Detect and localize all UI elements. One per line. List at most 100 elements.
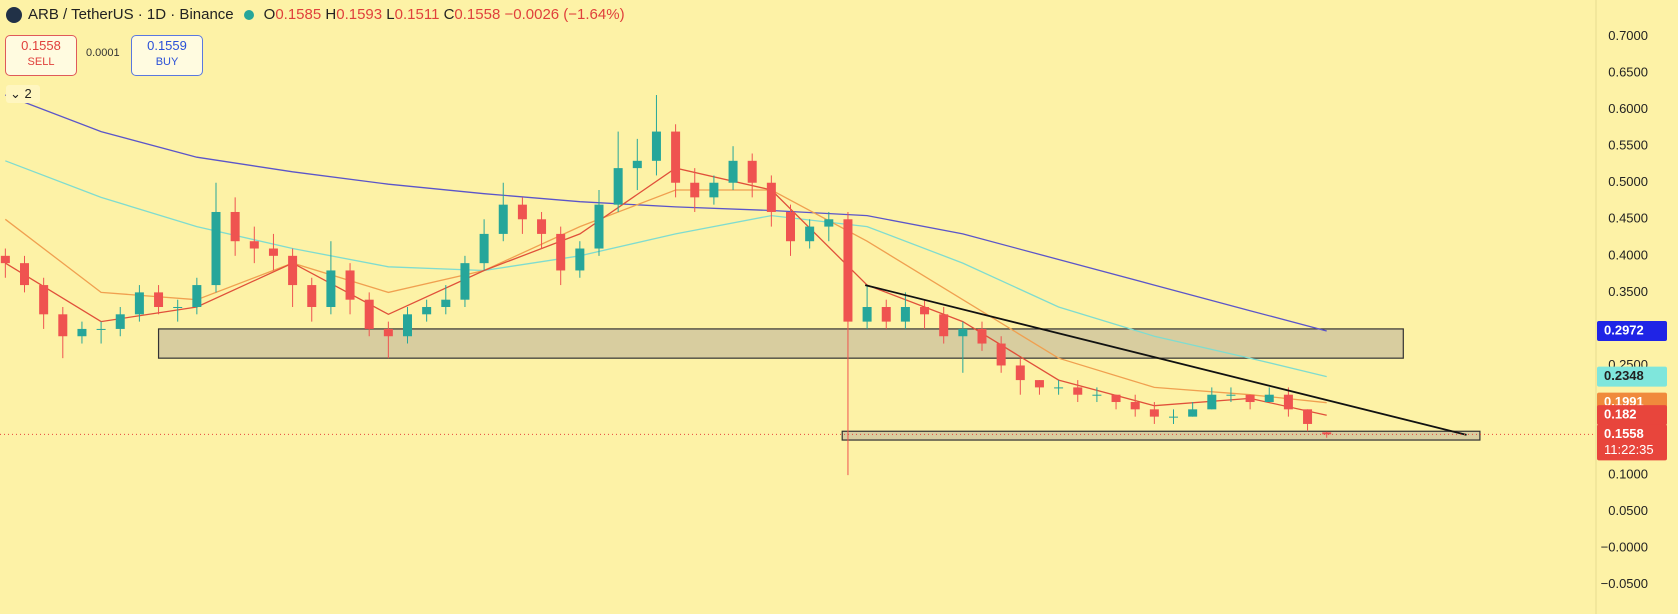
candle-body [805, 226, 815, 242]
moving-average [4, 167, 1327, 416]
candle-body [1303, 409, 1313, 424]
buy-label: BUY [155, 56, 179, 68]
candle-body [1149, 409, 1159, 417]
y-tick-label: 0.4000 [1608, 247, 1648, 262]
sell-price: 0.1558 [21, 38, 61, 53]
y-tick-label: −0.0000 [1601, 540, 1648, 555]
ohlc-value: 0.1558 [454, 6, 501, 23]
ohlc-value: 0.1585 [275, 6, 322, 23]
candle-body [403, 314, 412, 337]
candle-body [383, 328, 393, 337]
ohlc: O0.1585 H0.1593 L0.1511 C0.1558 −0.0026 … [264, 6, 625, 23]
status-dot [243, 9, 254, 20]
symbol[interactable]: ARB / TetherUS · 1D · Binance [28, 6, 234, 23]
candle-body [1169, 416, 1178, 418]
candle-body [632, 160, 642, 169]
price-tag [1597, 424, 1667, 461]
candle-body [1283, 394, 1293, 410]
candle-body [594, 204, 604, 249]
trend-line [864, 284, 1467, 436]
zone [157, 328, 1404, 359]
candle-body [556, 233, 566, 271]
moving-average [5, 160, 1327, 378]
symbol-icon [6, 6, 22, 23]
ohlc-value: 0.1511 [394, 6, 440, 23]
ohlc-label: C [443, 6, 455, 23]
candle-body [1207, 394, 1217, 410]
candle-body [517, 204, 527, 220]
y-tick-label: 0.4500 [1608, 211, 1648, 226]
y-tick-label: 0.1000 [1608, 467, 1648, 482]
candle-body [1188, 409, 1198, 417]
buy-price: 0.1559 [147, 38, 187, 53]
candle-body [671, 131, 681, 183]
candle-body [939, 314, 949, 337]
candle-body [249, 241, 259, 249]
price-tag-label: 0.2348 [1604, 368, 1644, 383]
candle-body [498, 204, 508, 234]
candle-body [613, 168, 623, 205]
candle-body [1245, 394, 1255, 403]
candle-body [364, 299, 374, 329]
candle-body [575, 248, 585, 271]
candle-body [1111, 394, 1121, 403]
candle-body [154, 292, 164, 307]
candle-body [1322, 432, 1332, 435]
candle-body [1054, 387, 1064, 389]
candle-body [1034, 380, 1044, 388]
candle-body [268, 248, 278, 256]
candle-body [96, 328, 106, 330]
candle-body [1092, 394, 1102, 396]
candle-body [230, 211, 240, 242]
candle-body [58, 314, 68, 337]
y-tick-label: 0.5500 [1608, 138, 1648, 153]
candle-body [958, 328, 968, 337]
y-tick-label: −0.0500 [1601, 576, 1648, 591]
candle-body [1130, 402, 1140, 410]
candle-body [862, 307, 872, 322]
candle-body [460, 263, 470, 300]
ohlc-label: L [386, 6, 395, 23]
y-tick-label: 0.0500 [1608, 503, 1648, 518]
candle-body [345, 270, 355, 300]
candle-body [690, 182, 700, 198]
candle-body [1015, 365, 1025, 381]
y-tick-label: 0.6000 [1608, 101, 1648, 116]
candle-body [996, 343, 1006, 366]
price-tag-label: 0.182 [1604, 407, 1637, 422]
candle-body [441, 299, 451, 307]
ohlc-label: H [325, 6, 337, 23]
chevron: ⌄ [10, 86, 21, 101]
ohlc-label: O [263, 6, 276, 23]
candle-body [115, 314, 125, 329]
sell-label: SELL [27, 56, 55, 68]
candle-body [1226, 394, 1236, 396]
candle-body [77, 328, 87, 337]
candle-body [39, 285, 49, 315]
y-tick-label: 0.7000 [1608, 28, 1648, 43]
candle-body [709, 182, 719, 198]
indicators-count: 2 [24, 86, 32, 101]
candle-body [192, 285, 202, 307]
price-tag-label: 0.2972 [1604, 322, 1644, 337]
countdown: 11:22:35 [1604, 442, 1654, 457]
indicators-toggle[interactable]: ⌄ 2 [6, 85, 40, 103]
zone [841, 430, 1481, 441]
candle-body [766, 182, 776, 212]
price-tag [1597, 405, 1667, 426]
candle-body [1073, 387, 1083, 395]
candle-body [20, 263, 29, 286]
sell-button[interactable]: 0.1558 SELL [5, 35, 77, 76]
candle-body [881, 307, 891, 322]
price-tag-label: 0.1558 [1604, 426, 1644, 441]
symbol-header: ARB / TetherUS · 1D · Binance O0.1585 H0… [6, 6, 625, 23]
candle-body [307, 285, 317, 307]
price-tag [1597, 320, 1667, 341]
buy-button[interactable]: 0.1559 BUY [131, 35, 203, 76]
candle-body [728, 160, 738, 183]
y-tick-label: 0.3500 [1608, 284, 1648, 299]
candle-body [134, 292, 144, 315]
candle-body [900, 307, 910, 322]
